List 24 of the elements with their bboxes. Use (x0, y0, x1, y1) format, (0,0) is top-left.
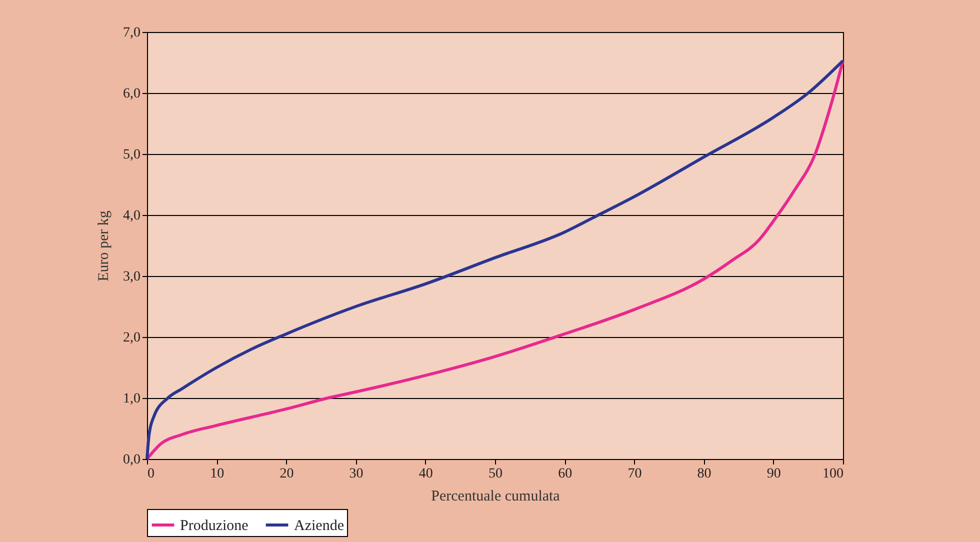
x-tick-label: 10 (210, 466, 224, 482)
y-tick-label: 3,0 (123, 270, 140, 284)
legend-label: Produzione (180, 518, 249, 534)
y-axis-title: Euro per kg (96, 210, 112, 282)
x-tick-label: 60 (558, 466, 572, 482)
y-tick-label: 6,0 (123, 86, 140, 102)
x-tick-label: 70 (628, 466, 642, 482)
y-tick-label: 5,0 (123, 148, 140, 162)
x-axis-title: Percentuale cumulata (431, 488, 560, 504)
x-tick-label: 80 (697, 466, 712, 482)
legend-label: Aziende (294, 518, 344, 534)
x-tick-label: 50 (488, 466, 502, 482)
x-tick-label: 20 (280, 466, 294, 482)
x-tick-label: 40 (418, 466, 433, 482)
x-tick-label: 100 (822, 466, 844, 482)
y-tick-label: 0,0 (123, 452, 140, 468)
x-tick-label: 30 (349, 466, 364, 482)
x-tick-label: 90 (766, 466, 781, 482)
y-tick-label: 2,0 (123, 330, 140, 346)
y-tick-label: 4,0 (123, 208, 140, 224)
y-tick-label: 1,0 (123, 392, 140, 406)
y-tick-label: 7,0 (123, 26, 140, 40)
line-series (146, 59, 844, 460)
x-tick-label: 0 (148, 466, 154, 482)
